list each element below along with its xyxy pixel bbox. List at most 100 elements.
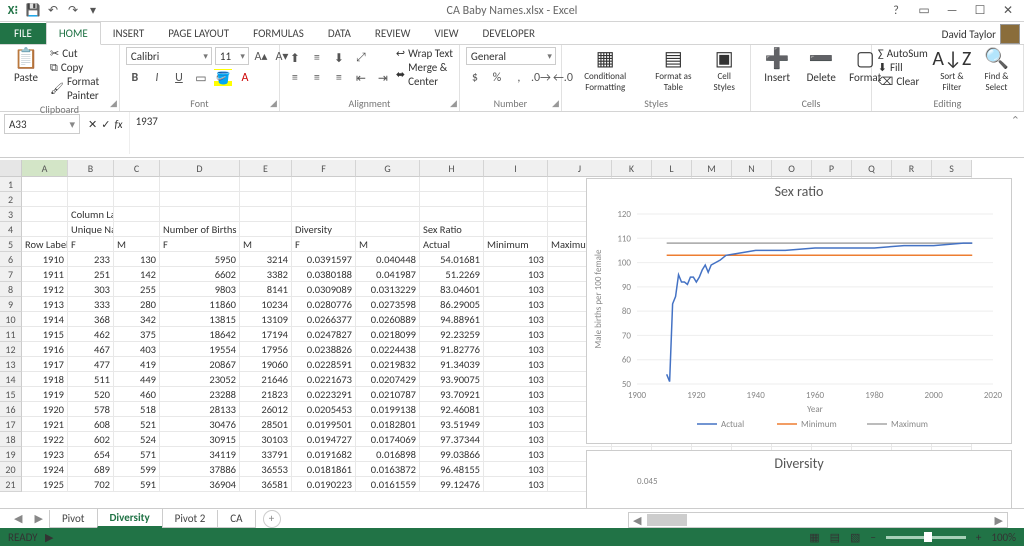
cell[interactable]: 521: [114, 417, 160, 432]
column-header[interactable]: D: [160, 160, 240, 177]
row-header[interactable]: 19: [0, 447, 22, 462]
row-header[interactable]: 2: [0, 192, 22, 207]
row-header[interactable]: 15: [0, 387, 22, 402]
cell[interactable]: [484, 192, 548, 207]
format-painter-button[interactable]: 🖌Format Painter: [50, 75, 113, 103]
cell[interactable]: [114, 192, 160, 207]
ribbon-options-icon[interactable]: ▭: [912, 3, 936, 19]
cell[interactable]: 0.0181861: [292, 462, 356, 477]
font-size-combo[interactable]: 11: [215, 47, 249, 65]
row-header[interactable]: 14: [0, 372, 22, 387]
cell[interactable]: 0.0238826: [292, 342, 356, 357]
cell[interactable]: [292, 177, 356, 192]
format-as-table-button[interactable]: ▤Format as Table: [647, 47, 701, 95]
formula-input[interactable]: 1937⌃: [129, 112, 1024, 154]
column-header[interactable]: R: [892, 160, 932, 177]
zoom-slider[interactable]: [886, 536, 966, 539]
cell[interactable]: 1912: [22, 282, 68, 297]
cell[interactable]: 28133: [160, 402, 240, 417]
scroll-left-icon[interactable]: ◀: [629, 514, 645, 527]
align-left-icon[interactable]: ≡: [286, 69, 304, 87]
cell[interactable]: [68, 192, 114, 207]
cell[interactable]: 0.0280776: [292, 297, 356, 312]
cell[interactable]: 0.0194727: [292, 432, 356, 447]
cell[interactable]: [240, 222, 292, 237]
cell[interactable]: 0.0182801: [356, 417, 420, 432]
cell[interactable]: 103: [484, 282, 548, 297]
view-pagebreak-icon[interactable]: ▧: [850, 531, 860, 544]
alignment-launcher-icon[interactable]: ◢: [450, 98, 457, 109]
column-header[interactable]: H: [420, 160, 484, 177]
cell[interactable]: 477: [68, 357, 114, 372]
cell[interactable]: Column Labels: [68, 207, 114, 222]
cell[interactable]: 103: [484, 357, 548, 372]
column-header[interactable]: M: [692, 160, 732, 177]
cell[interactable]: 33791: [240, 447, 292, 462]
row-header[interactable]: 10: [0, 312, 22, 327]
row-header[interactable]: 13: [0, 357, 22, 372]
view-normal-icon[interactable]: ▦: [809, 531, 819, 544]
cell[interactable]: 602: [68, 432, 114, 447]
find-select-button[interactable]: 🔍Find & Select: [976, 47, 1017, 95]
row-header[interactable]: 8: [0, 282, 22, 297]
cell[interactable]: 419: [114, 357, 160, 372]
column-header[interactable]: O: [772, 160, 812, 177]
column-header[interactable]: C: [114, 160, 160, 177]
cell[interactable]: 0.0224438: [356, 342, 420, 357]
cell[interactable]: 1921: [22, 417, 68, 432]
sheet-tab-ca[interactable]: CA: [217, 510, 255, 528]
sheet-nav-next-icon[interactable]: ▶: [28, 512, 48, 525]
cell[interactable]: 28501: [240, 417, 292, 432]
cell[interactable]: 255: [114, 282, 160, 297]
cell[interactable]: 93.70921: [420, 387, 484, 402]
column-header[interactable]: N: [732, 160, 772, 177]
align-top-icon[interactable]: ⬆: [286, 49, 304, 67]
cell[interactable]: 3214: [240, 252, 292, 267]
cell[interactable]: 93.51949: [420, 417, 484, 432]
cell[interactable]: Minimum: [484, 237, 548, 252]
cell[interactable]: Actual: [420, 237, 484, 252]
align-right-icon[interactable]: ≡: [330, 69, 348, 87]
tab-formulas[interactable]: FORMULAS: [241, 23, 316, 44]
cell[interactable]: 0.0199138: [356, 402, 420, 417]
cell[interactable]: [240, 192, 292, 207]
cell[interactable]: 103: [484, 447, 548, 462]
cell[interactable]: Number of Births: [160, 222, 240, 237]
cell[interactable]: 1914: [22, 312, 68, 327]
row-header[interactable]: 11: [0, 327, 22, 342]
row-header[interactable]: 9: [0, 297, 22, 312]
cell[interactable]: 1922: [22, 432, 68, 447]
row-header[interactable]: 1: [0, 177, 22, 192]
tab-developer[interactable]: DEVELOPER: [471, 23, 547, 44]
cell[interactable]: 103: [484, 342, 548, 357]
cell[interactable]: 303: [68, 282, 114, 297]
cell[interactable]: 0.0199501: [292, 417, 356, 432]
percent-icon[interactable]: %: [488, 69, 506, 87]
fx-icon[interactable]: fx: [114, 118, 122, 131]
cell[interactable]: 0.0219832: [356, 357, 420, 372]
border-button[interactable]: ▭: [192, 69, 210, 87]
cell[interactable]: 578: [68, 402, 114, 417]
cell-styles-button[interactable]: ▣Cell Styles: [704, 47, 744, 95]
row-header[interactable]: 3: [0, 207, 22, 222]
align-center-icon[interactable]: ≡: [308, 69, 326, 87]
cell[interactable]: [160, 207, 240, 222]
number-format-combo[interactable]: General: [466, 47, 556, 65]
cell[interactable]: 103: [484, 387, 548, 402]
cell[interactable]: 1911: [22, 267, 68, 282]
cell[interactable]: [420, 207, 484, 222]
cell[interactable]: 30476: [160, 417, 240, 432]
diversity-chart[interactable]: Diversity 0.045: [586, 450, 1012, 510]
cell[interactable]: 342: [114, 312, 160, 327]
cell[interactable]: 21646: [240, 372, 292, 387]
number-launcher-icon[interactable]: ◢: [552, 98, 559, 109]
cell[interactable]: 9803: [160, 282, 240, 297]
currency-icon[interactable]: $: [466, 69, 484, 87]
cell[interactable]: 0.0221673: [292, 372, 356, 387]
cell[interactable]: 103: [484, 267, 548, 282]
column-header[interactable]: J: [548, 160, 612, 177]
cell[interactable]: 18642: [160, 327, 240, 342]
cell[interactable]: 103: [484, 297, 548, 312]
view-layout-icon[interactable]: ▤: [830, 531, 840, 544]
sheet-tab-pivot[interactable]: Pivot: [49, 510, 98, 528]
